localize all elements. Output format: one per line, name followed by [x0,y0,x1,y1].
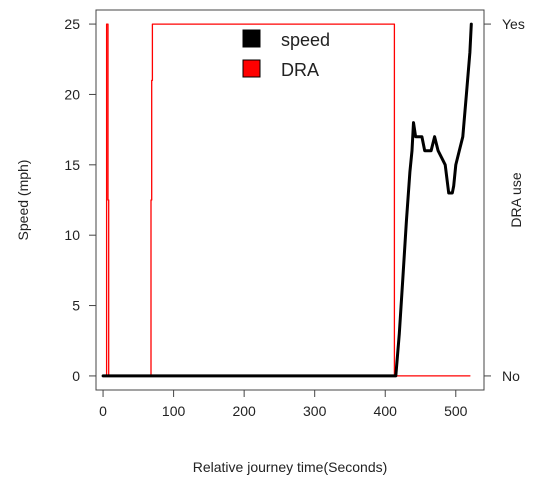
legend-label-dra: DRA [281,60,319,80]
x-tick-label: 200 [232,403,256,419]
y-axis-right: No Yes [484,16,525,384]
x-tick-label: 300 [303,403,327,419]
y-tick-label: 10 [64,227,80,243]
legend-swatch-speed [242,29,261,48]
x-tick-label: 100 [162,403,186,419]
y-axis-title: Speed (mph) [15,160,31,241]
y-tick-label: 0 [72,368,80,384]
legend: speed DRA [242,29,330,80]
plot-frame [95,9,485,391]
y-tick-label: 15 [64,157,80,173]
y-tick-label: 25 [64,16,80,32]
x-tick-label: 0 [99,403,107,419]
series-layer [101,22,473,378]
y-axis-left: 0 5 10 15 20 25 [64,16,96,384]
y2-tick-label: Yes [502,16,525,32]
x-tick-label: 400 [374,403,398,419]
y-tick-label: 5 [72,298,80,314]
x-tick-label: 500 [444,403,468,419]
series-line-speed [101,22,473,378]
legend-swatch-dra [242,59,261,78]
y2-tick-label: No [502,368,520,384]
series-line-dra [102,23,471,377]
y-tick-label: 20 [64,86,80,102]
x-axis: 0 100 200 300 400 500 [99,390,468,419]
legend-label-speed: speed [281,30,330,50]
x-axis-title: Relative journey time(Seconds) [193,459,388,475]
y2-axis-title: DRA use [508,172,524,227]
